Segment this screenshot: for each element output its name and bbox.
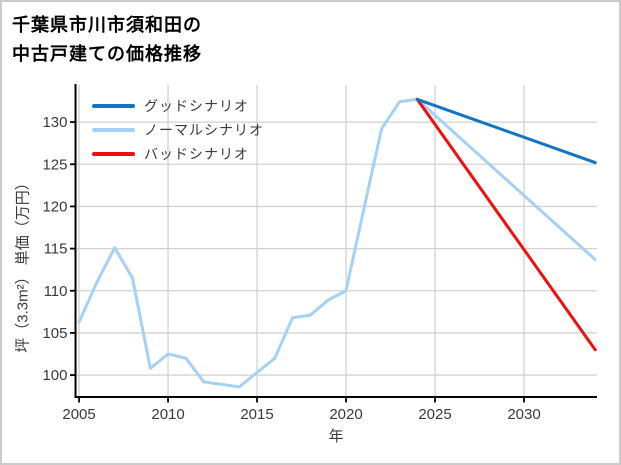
x-tick-label-2005: 2005 [62, 406, 95, 423]
series-line-ノーマルシナリオ [415, 97, 597, 262]
x-tick-label-2025: 2025 [418, 406, 451, 423]
legend-item-good: グッドシナリオ [92, 94, 264, 118]
series-line-history [77, 97, 419, 389]
legend-label-bad: バッドシナリオ [144, 146, 249, 162]
y-axis-label: 坪（3.3m²） 単価（万円） [14, 175, 32, 353]
series-line-バッドシナリオ [415, 97, 597, 352]
x-tick-label-2030: 2030 [507, 406, 540, 423]
y-tick-label-110: 110 [44, 283, 68, 300]
y-tick-label-115: 115 [44, 241, 68, 258]
legend: グッドシナリオ ノーマルシナリオ バッドシナリオ [92, 94, 264, 166]
bad-scenario-line-swatch [92, 152, 135, 156]
legend-label-good: グッドシナリオ [144, 98, 249, 114]
x-tick-label-2020: 2020 [329, 406, 362, 423]
chart-title: 千葉県市川市須和田の 中古戸建ての価格推移 [12, 11, 202, 69]
legend-item-normal: ノーマルシナリオ [92, 118, 264, 142]
y-tick-label-120: 120 [42, 198, 67, 215]
series-line-グッドシナリオ [415, 97, 597, 165]
chart-title-line2: 中古戸建ての価格推移 [12, 44, 202, 64]
x-tick-label-2015: 2015 [240, 406, 273, 423]
x-tick-label-2010: 2010 [151, 406, 184, 423]
chart-title-line1: 千葉県市川市須和田の [12, 15, 202, 35]
y-tick-label-125: 125 [42, 156, 67, 173]
y-tick-label-100: 100 [42, 367, 67, 384]
normal-scenario-line-swatch [92, 128, 135, 132]
y-tick-label-130: 130 [42, 114, 67, 131]
x-axis-label: 年 [328, 428, 344, 445]
legend-label-normal: ノーマルシナリオ [144, 122, 264, 138]
good-scenario-line-swatch [92, 104, 135, 108]
y-tick-label-105: 105 [42, 325, 67, 342]
legend-item-bad: バッドシナリオ [92, 142, 264, 166]
